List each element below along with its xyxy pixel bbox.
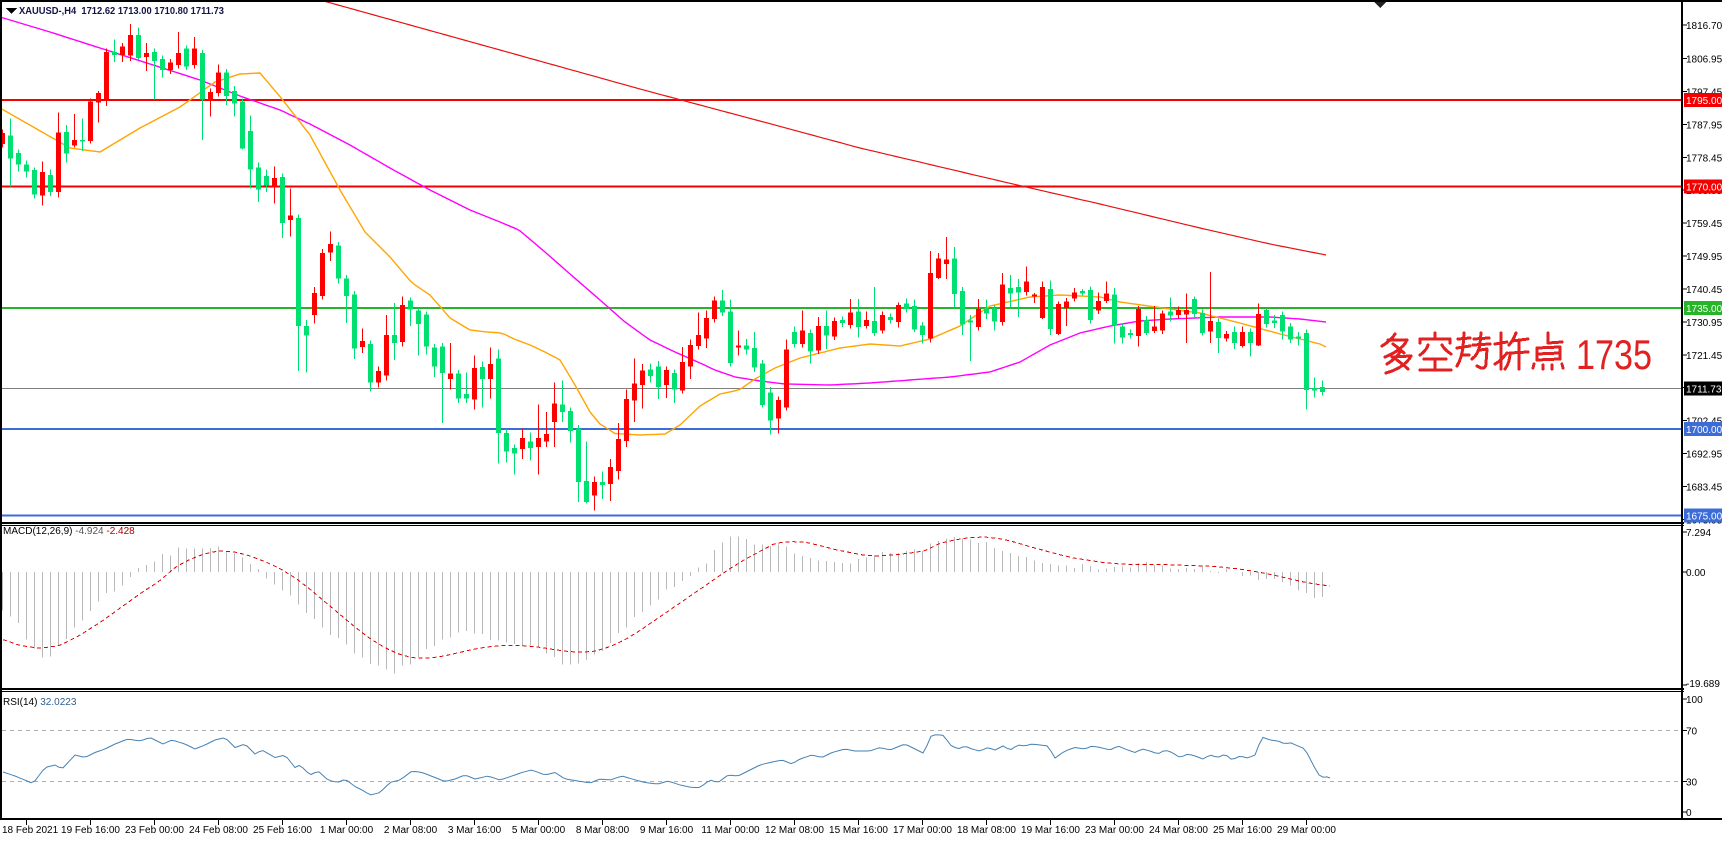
svg-text:0: 0 (1686, 808, 1692, 819)
svg-text:24 Mar 08:00: 24 Mar 08:00 (1149, 825, 1208, 836)
svg-text:18 Feb 2021: 18 Feb 2021 (2, 825, 59, 836)
svg-text:24 Feb 08:00: 24 Feb 08:00 (189, 825, 248, 836)
svg-text:1735: 1735 (1576, 331, 1652, 378)
svg-text:19 Mar 16:00: 19 Mar 16:00 (1021, 825, 1080, 836)
svg-text:XAUUSD-,H4 1712.62 1713.00 17: XAUUSD-,H4 1712.62 1713.00 1710.80 1711.… (19, 6, 224, 17)
svg-text:5 Mar 00:00: 5 Mar 00:00 (512, 825, 566, 836)
svg-text:30: 30 (1686, 778, 1698, 789)
svg-text:1778.45: 1778.45 (1686, 153, 1722, 164)
svg-text:1806.95: 1806.95 (1686, 55, 1722, 66)
svg-text:12 Mar 08:00: 12 Mar 08:00 (765, 825, 824, 836)
svg-text:23 Feb 00:00: 23 Feb 00:00 (125, 825, 184, 836)
svg-text:8 Mar 08:00: 8 Mar 08:00 (576, 825, 630, 836)
svg-text:1692.95: 1692.95 (1686, 450, 1722, 461)
svg-text:3 Mar 16:00: 3 Mar 16:00 (448, 825, 502, 836)
svg-text:1675.00: 1675.00 (1686, 512, 1722, 523)
svg-text:23 Mar 00:00: 23 Mar 00:00 (1085, 825, 1144, 836)
svg-text:2 Mar 08:00: 2 Mar 08:00 (384, 825, 438, 836)
svg-text:1740.45: 1740.45 (1686, 285, 1722, 296)
svg-text:1700.00: 1700.00 (1686, 425, 1722, 436)
svg-text:29 Mar 00:00: 29 Mar 00:00 (1277, 825, 1336, 836)
svg-text:11 Mar 00:00: 11 Mar 00:00 (701, 825, 760, 836)
svg-text:19 Feb 16:00: 19 Feb 16:00 (61, 825, 120, 836)
svg-text:7.294: 7.294 (1686, 528, 1711, 539)
svg-text:MACD(12,26,9) -4.924 -2.428: MACD(12,26,9) -4.924 -2.428 (3, 526, 135, 537)
svg-text:1711.73: 1711.73 (1686, 385, 1722, 396)
svg-text:RSI(14) 32.0223: RSI(14) 32.0223 (3, 697, 77, 708)
svg-text:1721.45: 1721.45 (1686, 351, 1722, 362)
svg-text:25 Feb 16:00: 25 Feb 16:00 (253, 825, 312, 836)
svg-text:1730.95: 1730.95 (1686, 318, 1722, 329)
svg-text:1795.00: 1795.00 (1686, 96, 1722, 107)
svg-text:1759.45: 1759.45 (1686, 219, 1722, 230)
svg-text:1787.95: 1787.95 (1686, 120, 1722, 131)
svg-text:70: 70 (1686, 727, 1698, 738)
svg-text:1749.95: 1749.95 (1686, 252, 1722, 263)
svg-text:1770.00: 1770.00 (1686, 183, 1722, 194)
svg-text:1 Mar 00:00: 1 Mar 00:00 (320, 825, 374, 836)
svg-text:1816.70: 1816.70 (1686, 21, 1722, 32)
svg-text:25 Mar 16:00: 25 Mar 16:00 (1213, 825, 1272, 836)
svg-text:1683.45: 1683.45 (1686, 482, 1722, 493)
svg-text:1735.00: 1735.00 (1686, 304, 1722, 315)
svg-text:-19.689: -19.689 (1686, 679, 1720, 690)
svg-text:17 Mar 00:00: 17 Mar 00:00 (893, 825, 952, 836)
svg-text:9 Mar 16:00: 9 Mar 16:00 (640, 825, 694, 836)
svg-text:0.00: 0.00 (1686, 568, 1706, 579)
svg-text:100: 100 (1686, 695, 1703, 706)
svg-text:18 Mar 08:00: 18 Mar 08:00 (957, 825, 1016, 836)
svg-text:15 Mar 16:00: 15 Mar 16:00 (829, 825, 888, 836)
